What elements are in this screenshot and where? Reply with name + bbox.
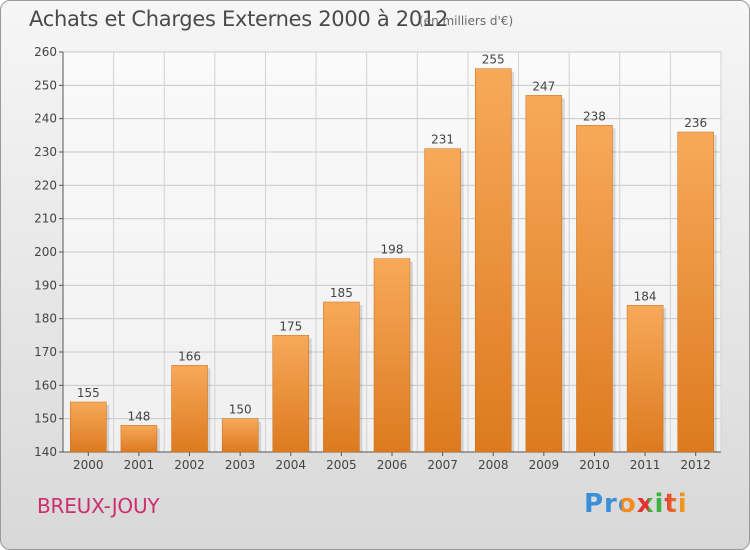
data-label: 155 bbox=[77, 386, 100, 400]
y-tick-label: 200 bbox=[34, 245, 57, 259]
y-tick-label: 170 bbox=[34, 345, 57, 359]
bar-2010 bbox=[576, 125, 613, 453]
y-tick-label: 210 bbox=[34, 212, 57, 226]
data-label: 166 bbox=[178, 349, 201, 363]
axes: 140 150 160 170 180 190 200 210 220 230 240 250 260 2… bbox=[34, 45, 721, 472]
y-tick-label: 160 bbox=[34, 378, 57, 392]
x-tick-label: 2002 bbox=[174, 458, 205, 472]
commune-name: BREUX-JOUY bbox=[37, 494, 160, 518]
x-tick-label: 2010 bbox=[579, 458, 610, 472]
bar-2011 bbox=[626, 305, 664, 453]
data-label: 198 bbox=[381, 243, 404, 257]
x-tick-label: 2012 bbox=[680, 458, 711, 472]
data-label: 231 bbox=[431, 133, 454, 147]
x-tick-label: 2004 bbox=[275, 458, 306, 472]
bar-2001 bbox=[120, 425, 158, 453]
bar-2007 bbox=[424, 148, 461, 453]
x-tick-label: 2001 bbox=[124, 458, 155, 472]
proxiti-logo[interactable]: Proxiti bbox=[584, 489, 688, 519]
x-tick-label: 2000 bbox=[73, 458, 104, 472]
bar-2002 bbox=[171, 365, 208, 453]
x-tick-label: 2009 bbox=[529, 458, 560, 472]
chart-title: Achats et Charges Externes 2000 à 2012 bbox=[29, 7, 449, 31]
y-tick-label: 260 bbox=[34, 45, 57, 59]
x-tick-label: 2011 bbox=[630, 458, 661, 472]
data-label: 238 bbox=[583, 109, 606, 123]
x-tick-label: 2008 bbox=[478, 458, 509, 472]
bar-2003 bbox=[221, 418, 259, 453]
bar-2009 bbox=[525, 95, 563, 453]
data-label: 236 bbox=[684, 116, 707, 130]
x-tick-label: 2006 bbox=[377, 458, 408, 472]
y-tick-label: 190 bbox=[34, 278, 57, 292]
bar-2008 bbox=[474, 68, 512, 453]
bar-2000 bbox=[70, 401, 107, 453]
bar-2006 bbox=[373, 258, 411, 453]
x-tick-label: 2007 bbox=[427, 458, 458, 472]
y-tick-label: 230 bbox=[34, 145, 57, 159]
y-tick-label: 240 bbox=[34, 112, 57, 126]
data-label: 255 bbox=[482, 53, 505, 67]
y-tick-label: 150 bbox=[34, 412, 57, 426]
data-label: 184 bbox=[634, 289, 657, 303]
logo-text[interactable]: Proxiti bbox=[584, 489, 688, 519]
x-tick-label: 2005 bbox=[326, 458, 357, 472]
data-labels: 155 148 166 150 175 185 198 231 255 247 238 184 236 bbox=[77, 53, 707, 424]
y-tick-label: 180 bbox=[34, 312, 57, 326]
chart-unit: (en milliers d'€) bbox=[419, 14, 514, 28]
bars bbox=[70, 68, 717, 453]
y-tick-label: 140 bbox=[34, 445, 57, 459]
y-tick-label: 220 bbox=[34, 178, 57, 192]
data-label: 148 bbox=[127, 409, 150, 423]
data-label: 185 bbox=[330, 286, 353, 300]
y-tick-label: 250 bbox=[34, 78, 57, 92]
bar-2004 bbox=[272, 335, 310, 453]
data-label: 150 bbox=[229, 403, 252, 417]
data-label: 175 bbox=[279, 319, 302, 333]
data-label: 247 bbox=[532, 79, 555, 93]
bar-2005 bbox=[323, 301, 360, 453]
x-tick-label: 2003 bbox=[225, 458, 256, 472]
bar-2012 bbox=[677, 131, 714, 453]
